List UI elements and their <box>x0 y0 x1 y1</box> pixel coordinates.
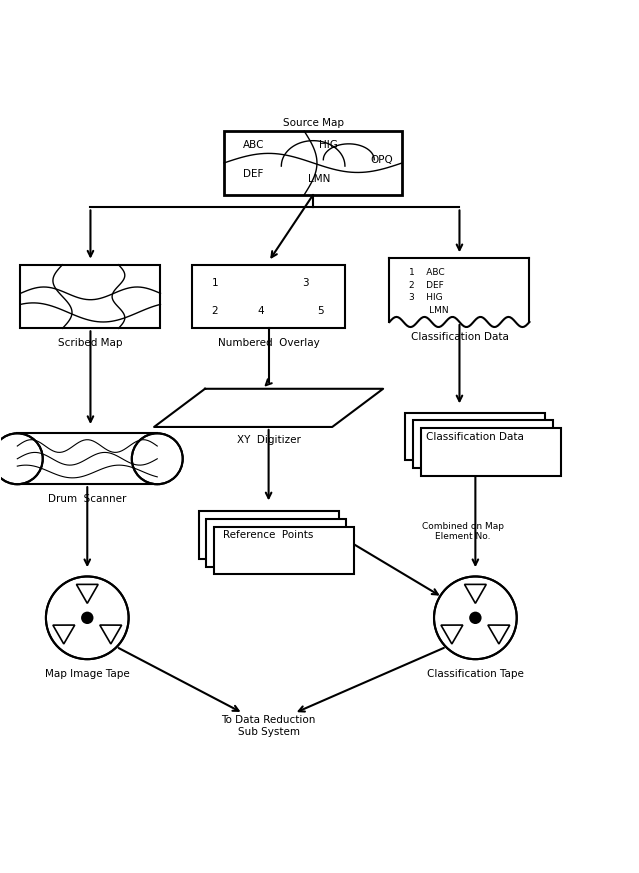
Bar <box>413 420 553 468</box>
Text: To Data Reduction
Sub System: To Data Reduction Sub System <box>222 715 316 737</box>
Text: 4: 4 <box>258 306 265 315</box>
Text: Source Map: Source Map <box>282 118 344 128</box>
Text: Drum  Scanner: Drum Scanner <box>48 494 127 504</box>
Text: Scribed Map: Scribed Map <box>58 338 123 347</box>
Text: Combined on Map
Element No.: Combined on Map Element No. <box>422 522 504 541</box>
Circle shape <box>469 612 482 624</box>
Circle shape <box>434 576 517 659</box>
Circle shape <box>0 433 43 485</box>
Text: 1: 1 <box>212 278 218 287</box>
Text: 3: 3 <box>302 278 309 287</box>
Bar <box>20 265 160 328</box>
Bar <box>17 433 157 485</box>
Text: XY  Digitizer: XY Digitizer <box>236 435 300 444</box>
Bar <box>224 131 402 195</box>
Bar <box>192 265 345 328</box>
Bar <box>206 519 346 567</box>
Text: 2: 2 <box>212 306 218 315</box>
Circle shape <box>81 612 93 624</box>
Circle shape <box>46 576 128 659</box>
Bar <box>405 413 545 460</box>
Text: Classification Data: Classification Data <box>426 431 525 442</box>
Text: 2    DEF: 2 DEF <box>408 280 443 290</box>
Text: Reference  Points: Reference Points <box>224 530 314 540</box>
Text: Numbered  Overlay: Numbered Overlay <box>218 338 320 347</box>
Text: OPQ: OPQ <box>370 155 393 165</box>
Text: Classification Tape: Classification Tape <box>427 669 524 678</box>
Circle shape <box>132 433 183 485</box>
Text: LMN: LMN <box>308 174 330 184</box>
Text: ABC: ABC <box>243 140 265 150</box>
Text: Classification Data: Classification Data <box>410 332 509 341</box>
Bar <box>199 512 339 559</box>
Polygon shape <box>154 388 383 427</box>
Bar <box>214 526 354 574</box>
Text: DEF: DEF <box>243 169 263 179</box>
Text: 3    HIG: 3 HIG <box>408 293 442 302</box>
Text: Map Image Tape: Map Image Tape <box>45 669 130 678</box>
Text: HIG: HIG <box>320 140 339 150</box>
Text: 1    ABC: 1 ABC <box>408 268 444 277</box>
Text: LMN: LMN <box>408 306 448 315</box>
Bar <box>420 428 560 476</box>
Text: 5: 5 <box>318 306 324 315</box>
